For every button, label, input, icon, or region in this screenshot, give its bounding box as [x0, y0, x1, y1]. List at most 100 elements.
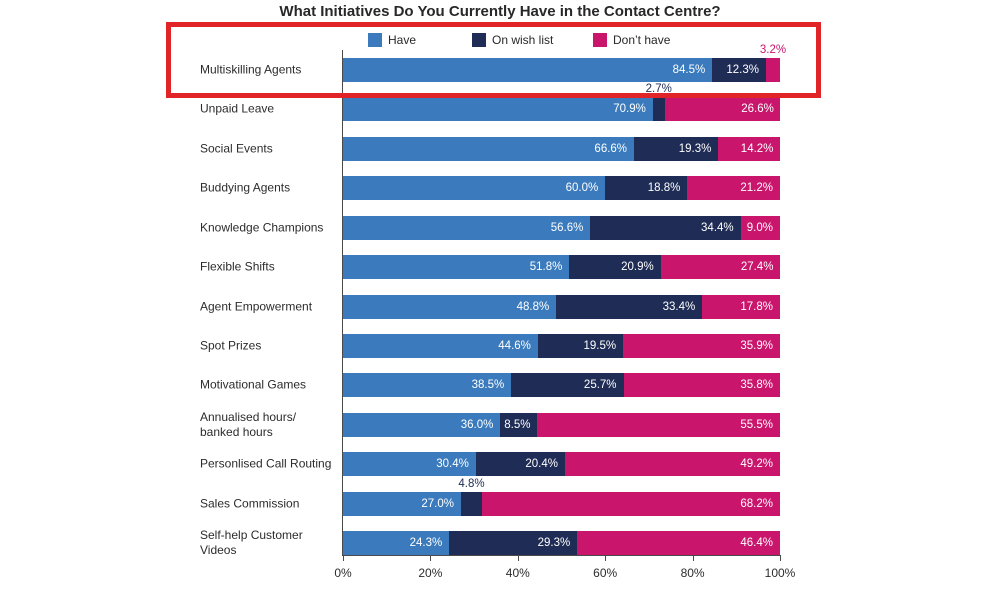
highlight-annotation-box — [166, 22, 821, 98]
bar-segment-on-wish-list: 33.4% — [556, 294, 703, 319]
x-axis-line — [342, 555, 781, 556]
bar-segment-on-wish-list: 12.3% — [712, 58, 766, 82]
legend-label-dont-have: Don’t have — [613, 32, 671, 47]
bar-value-label: 84.5% — [672, 64, 706, 76]
bar-value-label: 18.8% — [647, 182, 681, 195]
bar-row: Annualised hours/ banked hours 36.0% 8.5% 5… — [0, 409, 1000, 439]
bar-segment-on-wish-list: 20.4% — [475, 452, 565, 477]
category-label: Self-help Customer Videos — [200, 528, 303, 558]
category-label: Social Events — [200, 141, 273, 156]
bar-segment-don-t-have: 46.4% — [577, 531, 780, 556]
bar-segment-on-wish-list: 29.3% — [449, 531, 578, 556]
bar-segment-don-t-have: 14.2% — [718, 136, 780, 161]
bar-segment-don-t-have: 21.2% — [687, 176, 780, 201]
bar-value-label: 55.5% — [740, 418, 773, 431]
bar-track: 30.4% 20.4% 49.2% — [343, 452, 780, 477]
bar-track: 48.8% 33.4% 17.8% — [343, 294, 780, 319]
bar-segment-on-wish-list: 20.9% — [569, 255, 661, 280]
bar-segment-on-wish-list — [652, 97, 665, 122]
bar-segment-don-t-have: 68.2% — [481, 491, 780, 516]
bar-value-label: 27.4% — [740, 261, 774, 274]
bar-value-label: 17.8% — [740, 300, 773, 313]
bar-value-label: 46.4% — [740, 537, 773, 550]
legend-swatch-have — [368, 32, 382, 47]
legend-label-have: Have — [388, 32, 417, 47]
bar-track: 44.6% 19.5% 35.9% — [343, 333, 780, 358]
bar-value-label: 20.4% — [525, 458, 558, 471]
bar-row: Flexible Shifts 51.8% 20.9% 27.4% — [0, 255, 1000, 280]
x-axis-tick — [343, 556, 344, 561]
bar-row: Spot Prizes 44.6% 19.5% 35.9% — [0, 333, 1000, 358]
bar-value-label: 25.7% — [583, 379, 617, 392]
category-label: Unpaid Leave — [200, 101, 275, 116]
bar-value-label-outside: 2.7% — [645, 83, 672, 96]
x-axis-tick-label: 80% — [680, 566, 705, 580]
bar-value-label: 27.0% — [421, 497, 454, 510]
bar-track: 84.5% 12.3% — [343, 58, 780, 82]
bar-value-label: 51.8% — [529, 261, 563, 274]
bar-segment-on-wish-list: 19.3% — [634, 136, 719, 161]
bar-segment-don-t-have: 26.6% — [664, 97, 780, 122]
bar-track: 27.0% 68.2% — [343, 491, 780, 516]
category-label: Buddying Agents — [200, 180, 291, 195]
legend-label-on-wish-list: On wish list — [492, 32, 554, 47]
bar-segment-don-t-have: 27.4% — [660, 255, 780, 280]
bar-row: Multiskilling Agents 3.2% 84.5% 12.3% — [0, 44, 1000, 82]
x-axis-tick — [692, 556, 694, 561]
bar-track: 60.0% 18.8% 21.2% — [343, 176, 780, 201]
bar-row: Social Events 66.6% 19.3% 14.2% — [0, 136, 1000, 161]
bar-value-label: 70.9% — [613, 103, 646, 116]
bar-value-label: 24.3% — [409, 537, 443, 550]
bar-track: 24.3% 29.3% 46.4% — [343, 531, 780, 556]
bar-segment-don-t-have: 35.8% — [623, 373, 780, 398]
bar-row: Self-help Customer Videos 24.3% 29.3% 46.4% — [0, 528, 1000, 558]
bar-row: Knowledge Champions 56.6% 34.4% 9.0% — [0, 215, 1000, 240]
x-axis-tick-label: 60% — [593, 566, 618, 580]
bar-segment-don-t-have: 9.0% — [740, 215, 780, 240]
bar-segment-have: 56.6% — [343, 215, 591, 240]
y-axis-line — [342, 50, 343, 556]
bar-segment-on-wish-list: 8.5% — [500, 412, 538, 437]
bar-segment-don-t-have: 49.2% — [564, 452, 780, 477]
legend-item-dont-have: Don’t have — [593, 32, 670, 47]
category-label: Flexible Shifts — [200, 259, 275, 274]
bar-value-label-outside: 3.2% — [759, 44, 787, 56]
bar-track: 51.8% 20.9% 27.4% — [343, 255, 780, 280]
category-label: Agent Empowerment — [200, 299, 313, 314]
bar-value-label: 36.0% — [460, 418, 494, 431]
bar-segment-have: 66.6% — [343, 136, 635, 161]
bar-segment-have: 36.0% — [343, 412, 501, 437]
x-axis-tick-label: 100% — [764, 566, 796, 580]
bar-value-label: 48.8% — [516, 300, 550, 313]
bar-value-label: 9.0% — [746, 221, 773, 234]
bar-track: 70.9% 26.6% — [343, 97, 780, 122]
x-axis-tick-label: 40% — [505, 566, 530, 580]
bar-row: Personlised Call Routing 30.4% 20.4% 49.2% — [0, 452, 1000, 477]
legend-swatch-on-wish-list — [472, 32, 486, 47]
bar-value-label: 60.0% — [565, 182, 599, 195]
bar-segment-on-wish-list: 25.7% — [511, 373, 624, 398]
legend-item-on-wish-list: On wish list — [472, 32, 553, 47]
category-label: Personlised Call Routing — [200, 456, 332, 471]
bar-segment-have: 84.5% — [343, 58, 713, 82]
bar-row: Agent Empowerment 48.8% 33.4% 17.8% — [0, 294, 1000, 319]
legend-swatch-dont-have — [593, 32, 607, 47]
bar-segment-have: 30.4% — [343, 452, 476, 477]
bar-value-label: 34.4% — [701, 221, 734, 234]
x-axis-tick — [517, 556, 519, 561]
bar-value-label: 38.5% — [471, 379, 505, 392]
bar-segment-have: 48.8% — [343, 294, 557, 319]
bar-row: Motivational Games 38.5% 25.7% 35.8% — [0, 373, 1000, 398]
bar-value-label-outside: 4.8% — [458, 477, 485, 490]
bar-segment-have: 51.8% — [343, 255, 570, 280]
bar-segment-don-t-have: 35.9% — [623, 333, 780, 358]
bar-value-label: 21.2% — [740, 182, 773, 195]
bar-segment-on-wish-list — [460, 491, 482, 516]
bar-value-label: 30.4% — [436, 458, 469, 471]
bar-value-label: 66.6% — [594, 142, 628, 155]
category-label: Annualised hours/ banked hours — [200, 409, 297, 439]
x-axis-tick — [780, 556, 781, 561]
bar-segment-on-wish-list: 19.5% — [537, 333, 624, 358]
bar-track: 38.5% 25.7% 35.8% — [343, 373, 780, 398]
bar-segment-have: 27.0% — [343, 491, 461, 516]
